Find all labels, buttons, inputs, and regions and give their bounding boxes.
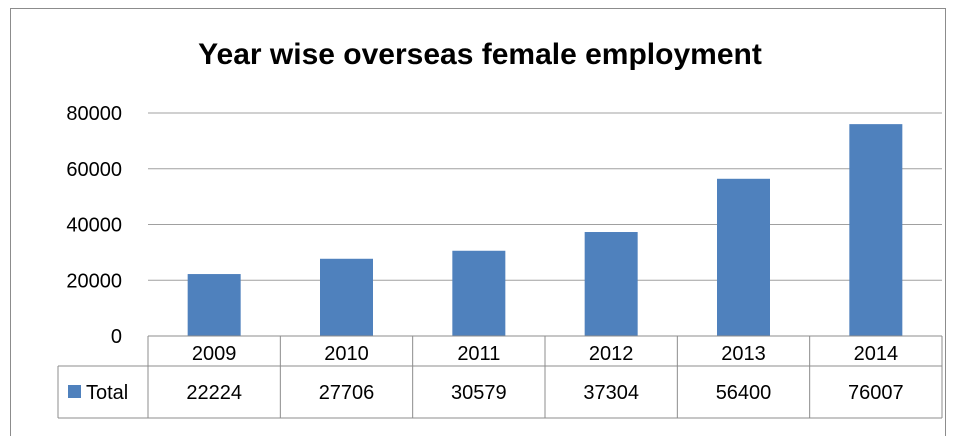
bar [717,178,770,336]
data-label: 22224 [186,382,242,404]
data-label: 76007 [848,382,904,404]
data-table: 2009 22224 2010 27706 2011 30579 2012 37304 2013… [57,335,943,419]
x-tick-label: 2012 [589,343,634,365]
chart-title: Year wise overseas female employment [198,38,762,71]
y-axis-ticks: 0 20000 40000 60000 80000 [66,103,122,348]
y-tick-label: 20000 [66,270,122,292]
x-tick-label: 2014 [854,343,899,365]
legend-key [68,385,81,398]
bar [320,258,373,336]
data-label: 37304 [583,382,639,404]
chart-frame [10,8,946,436]
bar [187,274,241,336]
x-tick-label: 2013 [721,343,766,365]
y-tick-label: 0 [111,326,122,348]
x-tick-label: 2011 [457,343,500,365]
y-tick-label: 60000 [66,159,122,181]
bars [187,124,903,336]
y-tick-label: 80000 [66,103,122,125]
y-tick-label: 40000 [66,215,122,237]
x-tick-label: 2009 [192,343,237,365]
gridlines [148,112,942,281]
x-tick-label: 2010 [324,343,369,365]
bar [452,250,506,336]
data-label: 56400 [716,382,772,404]
data-label: 27706 [319,382,375,404]
bar [584,232,638,336]
legend-label: Total [86,382,128,404]
bar [849,124,903,336]
data-label: 30579 [451,382,507,404]
